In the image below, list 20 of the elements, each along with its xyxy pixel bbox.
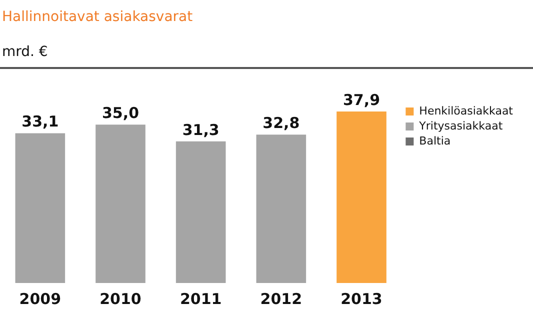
bar	[96, 124, 146, 283]
x-tick-label: 2010	[100, 290, 142, 308]
x-tick-label: 2009	[19, 290, 62, 308]
chart-title: Hallinnoitavat asiakasvarat	[2, 9, 193, 25]
bar	[336, 112, 386, 283]
data-label: 31,3	[182, 120, 220, 139]
chart-subtitle: mrd. €	[2, 44, 48, 60]
legend-label: Henkilöasiakkaat	[419, 104, 514, 118]
x-tick-label: 2013	[340, 290, 382, 308]
legend-label: Yritysasiakkaat	[418, 119, 504, 132]
data-label: 33,1	[22, 112, 59, 131]
bar	[176, 141, 226, 283]
x-tick-label: 2011	[180, 290, 222, 308]
data-label: 32,8	[262, 114, 300, 132]
x-tick-label: 2012	[260, 290, 302, 308]
data-label: 37,9	[342, 90, 380, 109]
bar	[256, 134, 306, 283]
legend-label: Baltia	[419, 134, 451, 148]
data-label: 35,0	[102, 104, 140, 122]
bar	[15, 133, 66, 283]
